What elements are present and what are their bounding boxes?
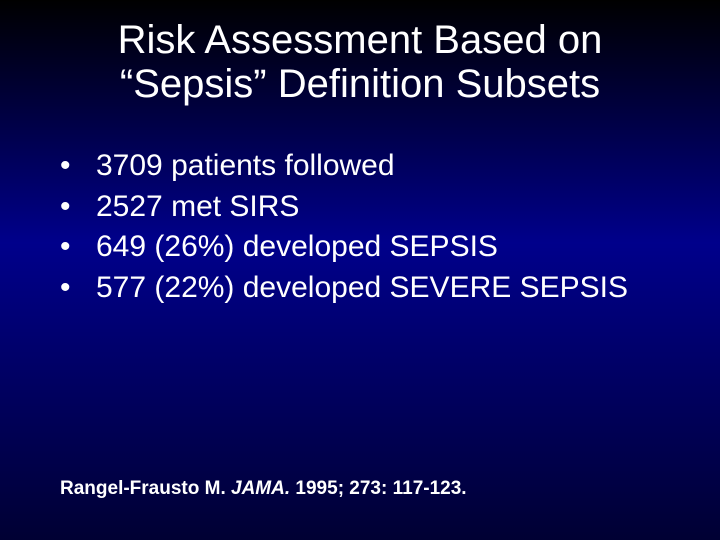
list-item: 2527 met SIRS (60, 187, 720, 228)
list-item: 3709 patients followed (60, 146, 720, 187)
citation-journal: JAMA. (231, 478, 290, 499)
bullet-list: 3709 patients followed 2527 met SIRS 649… (60, 146, 720, 308)
slide: Risk Assessment Based on “Sepsis” Defini… (0, 0, 720, 540)
citation: Rangel-Frausto M. JAMA. 1995; 273: 117-1… (60, 478, 467, 500)
list-item: 577 (22%) developed SEVERE SEPSIS (60, 268, 720, 309)
citation-author: Rangel-Frausto M. (60, 478, 226, 499)
list-item: 649 (26%) developed SEPSIS (60, 227, 720, 268)
title-line-1: Risk Assessment Based on (118, 18, 603, 62)
slide-title: Risk Assessment Based on “Sepsis” Defini… (0, 0, 720, 106)
citation-rest: 1995; 273: 117-123. (295, 478, 466, 499)
title-line-2: “Sepsis” Definition Subsets (120, 62, 600, 106)
